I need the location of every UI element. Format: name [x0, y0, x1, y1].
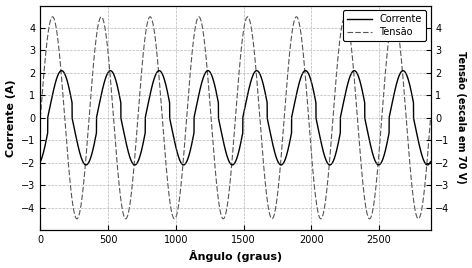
Legend: Corrente, Tensão: Corrente, Tensão	[344, 10, 426, 41]
Y-axis label: Tensão (escala em 70 V): Tensão (escala em 70 V)	[456, 51, 466, 184]
X-axis label: Ângulo (graus): Ângulo (graus)	[189, 250, 282, 262]
Y-axis label: Corrente (A): Corrente (A)	[6, 79, 16, 157]
